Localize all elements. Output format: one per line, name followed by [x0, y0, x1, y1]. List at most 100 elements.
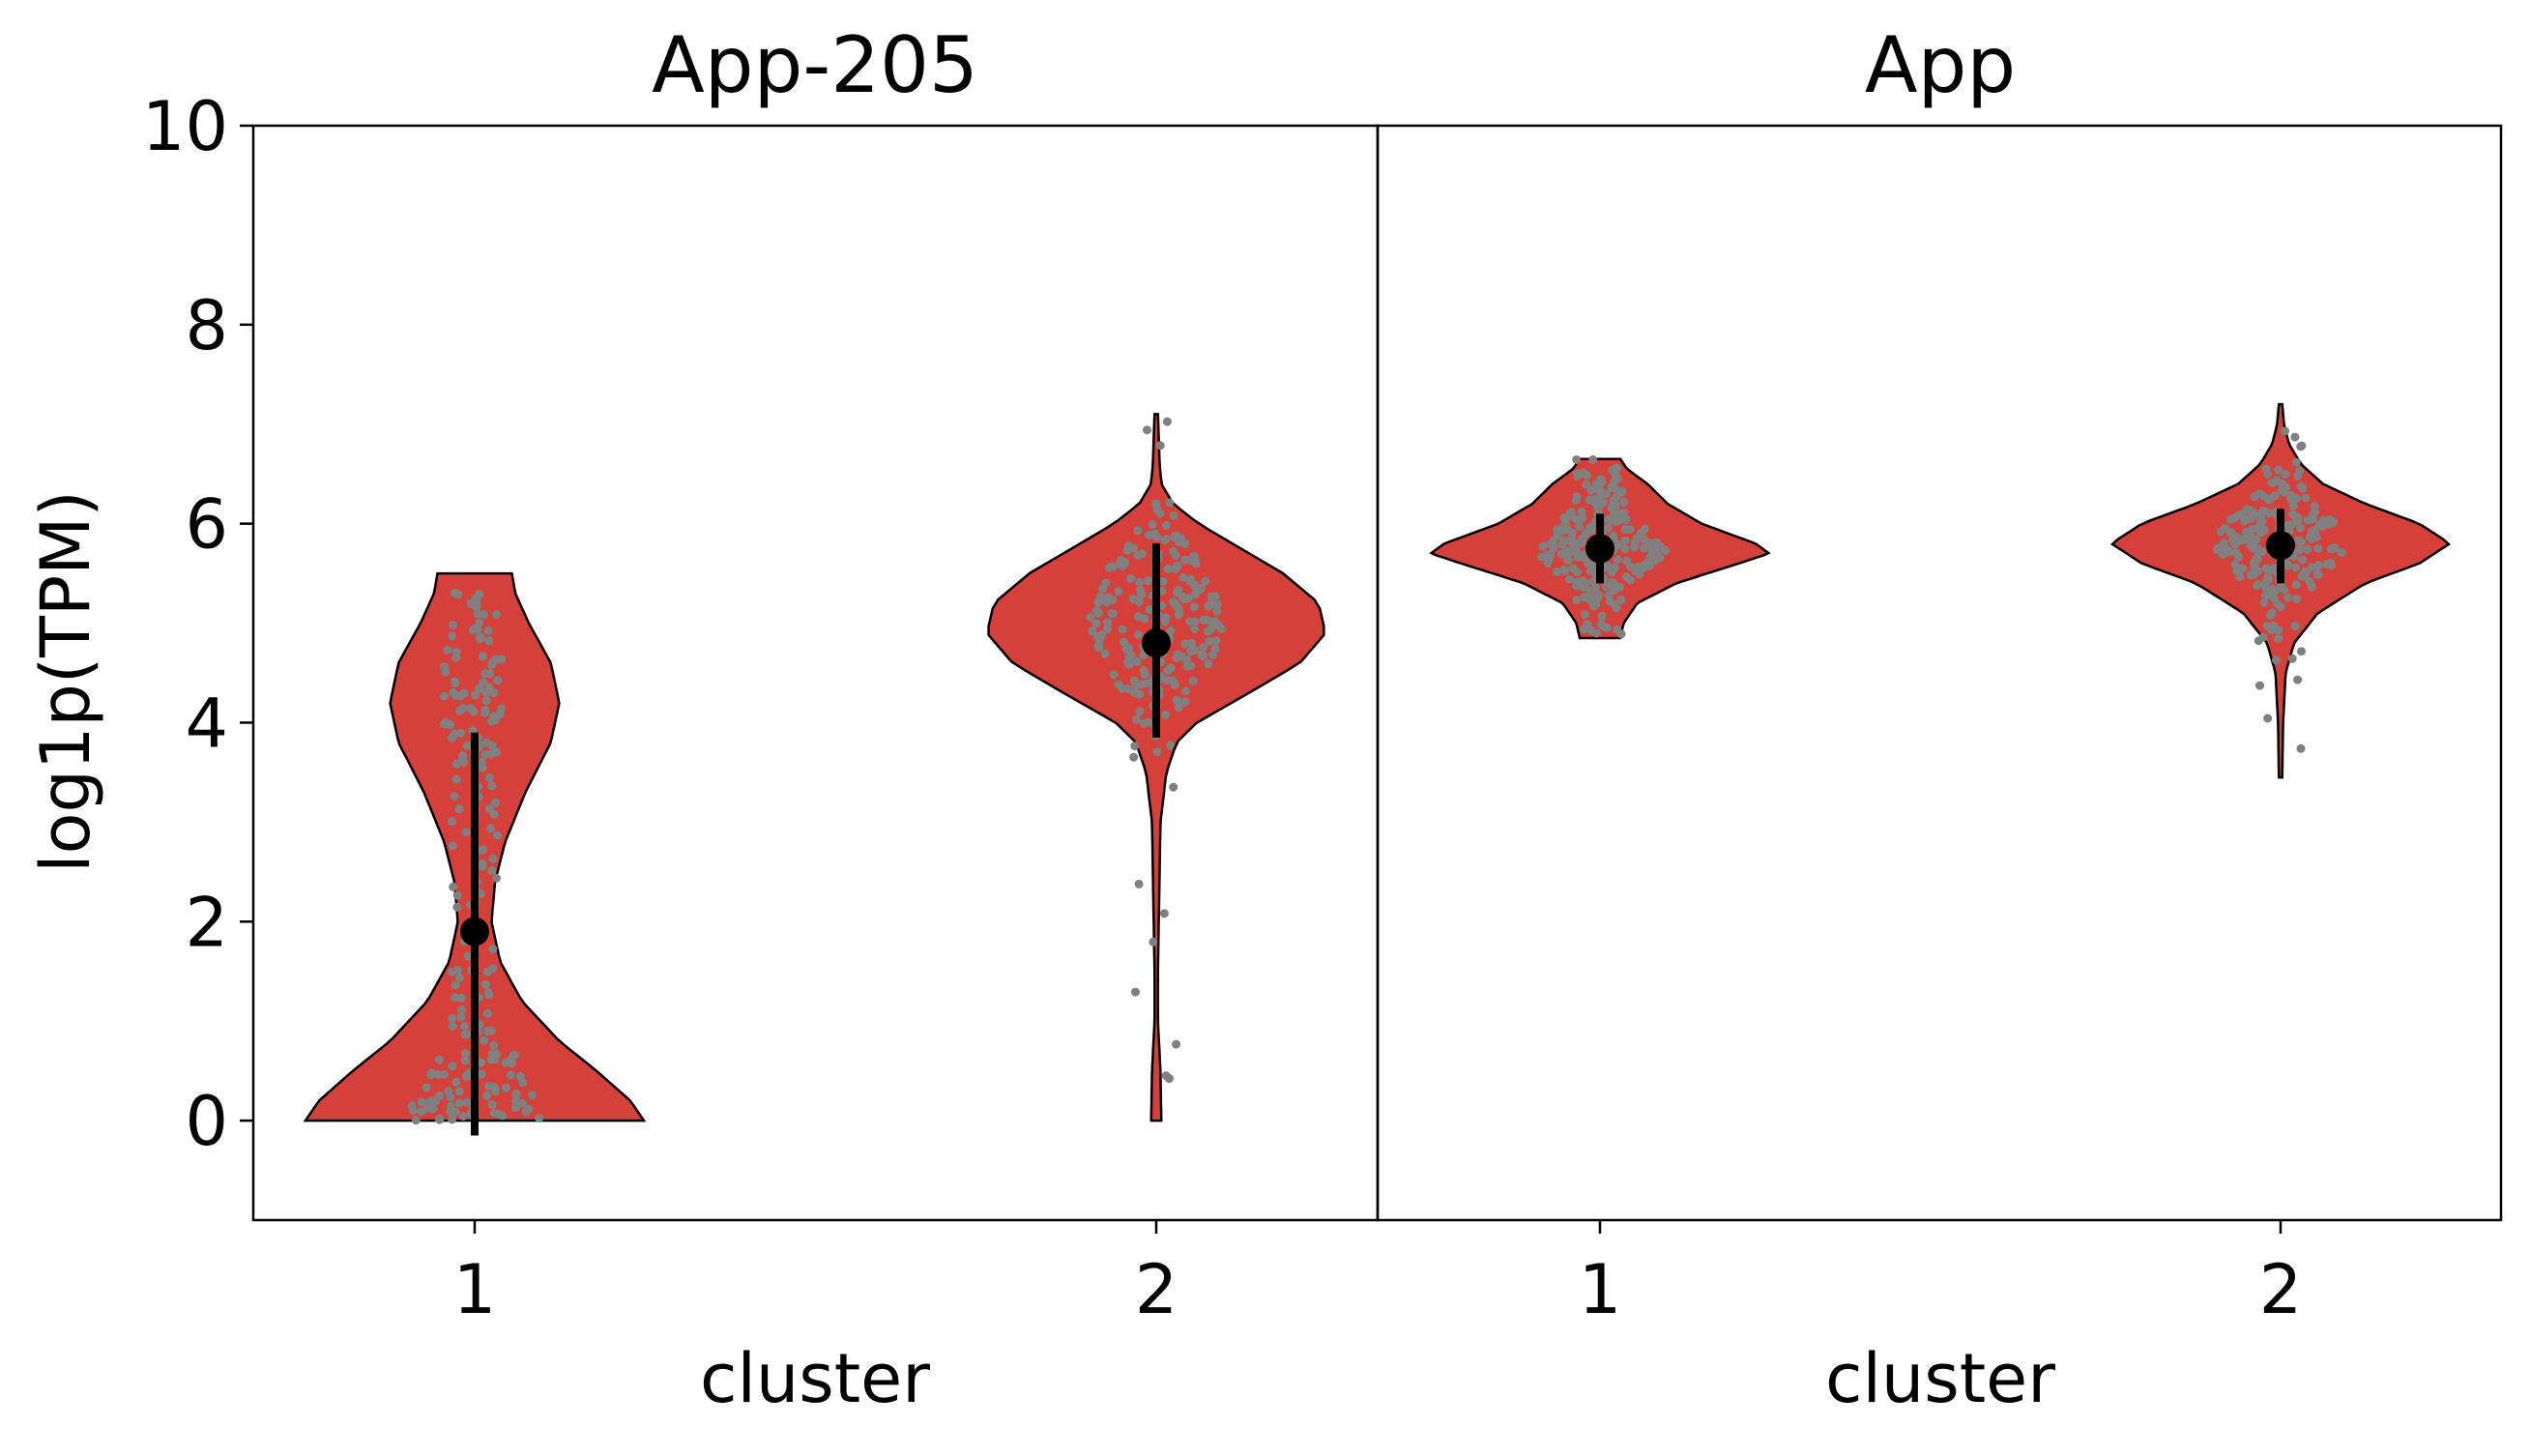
data-point — [492, 610, 501, 620]
data-point — [440, 1069, 450, 1079]
data-point — [1572, 492, 1582, 502]
data-point — [1542, 550, 1552, 560]
data-point — [1647, 549, 1656, 558]
data-point — [2293, 471, 2303, 480]
median-marker — [1585, 534, 1614, 564]
data-point — [449, 882, 458, 891]
data-point — [457, 1005, 466, 1015]
data-point — [2319, 515, 2328, 525]
data-point — [2234, 552, 2243, 562]
data-point — [1620, 536, 1630, 545]
data-point — [1161, 613, 1171, 623]
data-point — [450, 677, 459, 686]
data-point — [2255, 489, 2265, 499]
data-point — [1137, 590, 1147, 599]
data-point — [451, 759, 461, 769]
data-point — [2260, 591, 2270, 600]
data-point — [441, 667, 451, 677]
data-point — [2250, 537, 2259, 546]
data-point — [487, 741, 497, 750]
data-point — [1163, 565, 1173, 573]
data-point — [1148, 520, 1157, 530]
data-point — [448, 1022, 457, 1032]
data-point — [493, 676, 503, 685]
data-point — [459, 1021, 469, 1031]
data-point — [2292, 595, 2302, 604]
data-point — [1606, 482, 1615, 492]
data-point — [1132, 656, 1142, 666]
data-point — [2326, 558, 2336, 568]
data-point — [2260, 579, 2270, 588]
data-point — [440, 691, 450, 701]
data-point — [448, 817, 457, 827]
data-point — [1180, 639, 1190, 649]
data-point — [1604, 523, 1614, 533]
data-point — [1212, 599, 1222, 609]
data-point — [1199, 642, 1208, 652]
data-point — [1166, 741, 1176, 750]
data-point — [1144, 575, 1153, 585]
data-point — [482, 1008, 492, 1018]
data-point — [487, 866, 497, 876]
data-point — [472, 597, 481, 606]
data-point — [528, 1091, 537, 1100]
data-point — [511, 1089, 521, 1098]
data-point — [483, 626, 493, 635]
data-point — [2290, 432, 2300, 442]
data-point — [1135, 689, 1145, 699]
data-point — [480, 705, 490, 714]
data-point — [1152, 505, 1162, 513]
data-point — [1610, 586, 1619, 596]
data-point — [448, 1062, 457, 1071]
data-point — [2259, 526, 2269, 536]
data-point — [1552, 568, 1561, 576]
data-point — [480, 669, 490, 679]
data-point — [2256, 511, 2266, 521]
data-point — [1143, 425, 1151, 435]
data-point — [488, 964, 498, 974]
data-point — [1596, 620, 1606, 629]
data-point — [1592, 628, 1601, 638]
data-point — [477, 888, 485, 898]
x-tick-label: 2 — [1135, 1250, 1178, 1329]
data-point — [492, 873, 501, 883]
data-point — [2305, 533, 2314, 542]
data-point — [2296, 523, 2305, 533]
data-point — [1639, 563, 1648, 572]
y-tick-label: 2 — [185, 883, 228, 962]
data-point — [1185, 617, 1195, 626]
data-point — [1619, 497, 1629, 507]
data-point — [471, 690, 480, 700]
data-point — [448, 1013, 457, 1023]
data-point — [496, 710, 505, 719]
data-point — [484, 990, 494, 1000]
data-point — [489, 1040, 499, 1050]
data-point — [1625, 575, 1635, 585]
data-point — [477, 633, 486, 642]
data-point — [2296, 442, 2306, 451]
data-point — [2286, 520, 2296, 530]
data-point — [487, 660, 497, 670]
data-point — [480, 1035, 489, 1045]
data-point — [1103, 618, 1113, 627]
data-point — [1126, 573, 1136, 583]
data-point — [458, 1112, 468, 1121]
data-point — [462, 1097, 472, 1107]
data-point — [1137, 549, 1147, 559]
data-point — [1589, 601, 1599, 611]
data-point — [1578, 534, 1587, 543]
data-point — [506, 1070, 515, 1080]
data-point — [1162, 417, 1172, 426]
data-point — [1580, 593, 1589, 602]
data-point — [2296, 743, 2306, 753]
data-point — [1172, 695, 1181, 705]
data-point — [1144, 717, 1152, 727]
data-point — [2248, 508, 2257, 517]
data-point — [461, 1049, 470, 1059]
data-point — [1190, 624, 1200, 633]
data-point — [448, 967, 457, 976]
data-point — [1133, 629, 1143, 639]
data-point — [1616, 629, 1626, 639]
data-point — [1583, 620, 1592, 629]
data-point — [1585, 495, 1594, 505]
